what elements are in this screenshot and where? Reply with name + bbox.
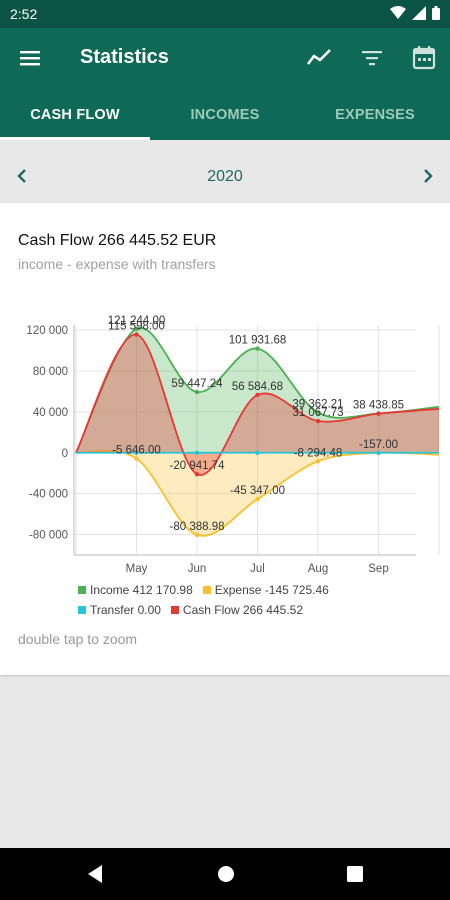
point-transfer [194,450,200,455]
data-label: -8 294.48 [294,447,343,459]
chevron-left-icon[interactable] [10,164,34,188]
data-label: 38 438.85 [353,399,404,411]
legend-item-income: Income 412 170.98 [78,583,193,597]
y-tick-label: 0 [62,448,68,460]
x-tick-label: May [126,563,148,575]
point-cash-flow [315,418,321,424]
point-income [255,346,260,351]
point-income [315,410,321,415]
data-label: 31 067.73 [292,407,343,419]
tab-cash-flow[interactable]: CASH FLOW [0,88,150,140]
back-icon[interactable] [86,864,104,884]
data-label: 121 244.00 [108,315,166,327]
legend-item-transfer: Transfer 0.00 [78,603,161,617]
x-tick-label: Jul [250,563,265,575]
zoom-hint: double tap to zoom [18,631,138,647]
y-tick-label: -40 000 [29,489,68,501]
tab-expenses[interactable]: EXPENSES [335,107,415,123]
data-label: 101 931.68 [229,335,287,347]
menu-icon[interactable] [18,46,42,70]
data-label: -45 347.00 [230,485,285,497]
point-transfer [315,450,321,455]
period-selector: 2020 [0,152,450,200]
system-nav-bar [0,848,450,900]
status-time: 2:52 [10,6,38,22]
point-income [134,326,139,332]
data-label: 115 598.00 [108,321,165,333]
point-cash-flow [255,392,260,398]
series-area-income [76,327,439,453]
data-label: -80 388.98 [170,521,225,533]
point-transfer [255,450,260,455]
x-tick-label: Sep [368,563,388,575]
point-expense [315,459,321,464]
point-cash-flow [194,471,200,477]
data-label: 39 362.21 [292,399,343,411]
legend-item-expense: Expense -145 725.46 [202,583,329,597]
period-year: 2020 [207,168,243,185]
series-area-expense [76,450,439,536]
status-icons [390,6,440,20]
y-tick-label: -80 000 [29,530,68,542]
cash-flow-card: Cash Flow 266 445.52 EUR income - expens… [0,203,450,675]
calendar-icon[interactable] [410,44,438,72]
x-tick-label: Aug [308,563,328,575]
trend-chart-icon[interactable] [305,44,333,72]
home-icon[interactable] [216,864,236,884]
signal-icon [412,6,426,20]
data-label: 59 447.24 [171,378,223,390]
data-label: -5 646.00 [112,445,161,457]
status-bar: 2:52 [0,0,450,28]
y-tick-label: 40 000 [33,407,68,419]
point-transfer [134,450,139,455]
point-expense [134,456,139,461]
card-subtitle: income - expense with transfers [18,256,216,272]
x-tick-label: Jun [188,563,207,575]
series-line-cash-flow [75,333,440,476]
series-area-cash-flow [76,334,439,476]
y-tick-label: 80 000 [33,366,68,378]
tab-bar: CASH FLOW INCOMES EXPENSES [0,88,450,140]
chevron-right-icon[interactable] [416,164,440,188]
y-tick-label: 120 000 [26,325,68,337]
battery-icon [432,6,440,20]
page-title: Statistics [80,46,169,68]
cash-flow-chart[interactable]: 120 000 80 000 40 000 0 -40 000 -80 000 May Jun… [0,303,450,583]
point-expense [194,532,200,538]
legend-item-cash-flow: Cash Flow 266 445.52 [170,603,303,617]
tab-incomes[interactable]: INCOMES [190,107,260,123]
point-expense [255,496,260,502]
recents-icon[interactable] [346,864,364,884]
point-income [194,389,200,395]
data-label: 56 584.68 [232,381,283,393]
point-cash-flow [134,332,139,337]
point-cash-flow [376,411,381,416]
chart-legend: Income 412 170.98 Expense -145 725.46 Tr… [78,583,329,623]
app-bar: Statistics [0,28,450,88]
filter-icon[interactable] [358,44,386,72]
data-label: -20 941.74 [170,460,226,472]
card-title: Cash Flow 266 445.52 EUR [18,232,217,249]
data-label: -157.00 [359,439,398,451]
point-transfer [376,450,381,455]
wifi-icon [390,6,406,19]
